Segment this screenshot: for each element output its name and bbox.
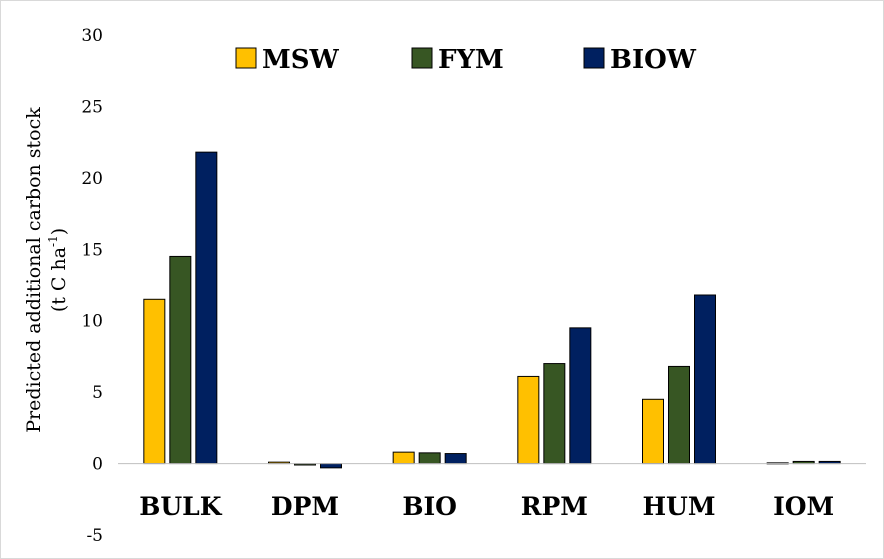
bar-bulk-biow <box>195 151 218 465</box>
category-label-dpm: DPM <box>271 492 339 521</box>
bars <box>143 151 841 469</box>
y-tick-label: 20 <box>81 169 103 189</box>
bar-bulk-msw <box>143 298 166 465</box>
category-label-iom: IOM <box>773 492 834 521</box>
legend-swatch-fym <box>411 47 433 69</box>
y-tick-label: 25 <box>81 97 103 117</box>
y-tick-label: 30 <box>81 26 103 46</box>
category-label-bulk: BULK <box>139 492 223 521</box>
bar-hum-biow <box>694 294 716 465</box>
legend: MSW FYM BIOW <box>235 45 697 75</box>
category-label-bio: BIO <box>402 492 457 521</box>
bar-bulk-fym <box>169 255 192 465</box>
legend-label-msw: MSW <box>262 45 340 75</box>
y-tick-label: -5 <box>86 526 103 546</box>
category-label-hum: HUM <box>642 492 715 521</box>
y-axis-title-line1: Predicted additional carbon stock <box>23 107 45 433</box>
legend-label-fym: FYM <box>438 45 504 75</box>
bar-hum-fym <box>668 365 690 465</box>
bar-bio-biow <box>444 453 467 465</box>
y-tick-label: 0 <box>92 455 103 475</box>
category-label-rpm: RPM <box>521 492 588 521</box>
y-axis-title-line2: (t C ha-1) <box>46 228 70 312</box>
bar-dpm-biow <box>320 463 342 469</box>
y-tick-label: 5 <box>92 383 103 403</box>
y-tick-label: 10 <box>81 312 103 332</box>
category-labels: BULK DPM BIO RPM HUM IOM <box>139 492 834 521</box>
legend-label-biow: BIOW <box>610 45 697 75</box>
y-tick-label: 15 <box>81 240 103 260</box>
bar-bio-fym <box>418 452 441 465</box>
legend-swatch-msw <box>235 47 257 69</box>
bar-rpm-fym <box>543 363 566 465</box>
y-axis-title: Predicted additional carbon stock (t C h… <box>23 107 70 433</box>
legend-swatch-biow <box>583 47 605 69</box>
bar-bio-msw <box>392 451 415 465</box>
bar-hum-msw <box>642 398 664 465</box>
y-axis-ticks: -5 0 5 10 15 20 25 30 <box>81 26 103 546</box>
bar-rpm-biow <box>569 327 592 465</box>
bar-rpm-msw <box>517 375 540 465</box>
